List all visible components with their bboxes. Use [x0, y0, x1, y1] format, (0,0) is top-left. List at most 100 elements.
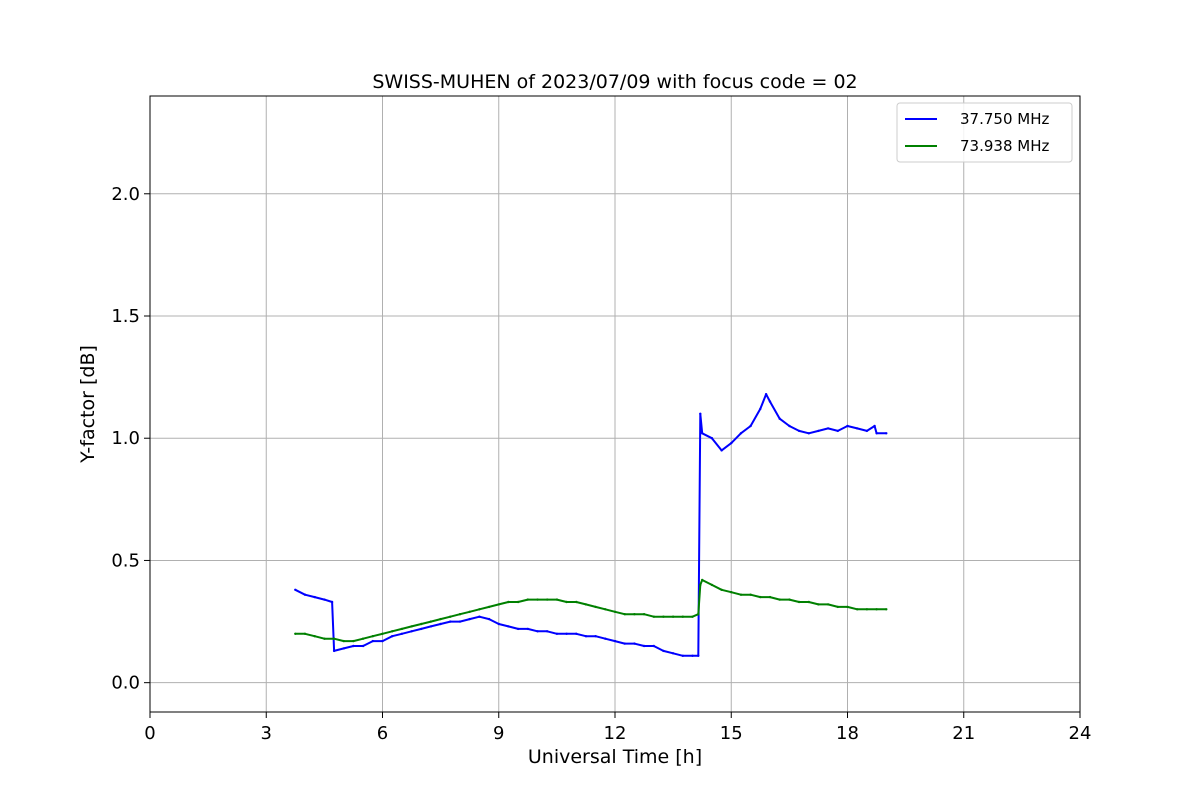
x-tick-label: 24	[1069, 723, 1092, 744]
x-tick-label: 12	[604, 723, 627, 744]
data-point	[885, 432, 888, 435]
data-point	[710, 583, 714, 587]
data-point	[439, 622, 442, 626]
data-point	[420, 627, 423, 631]
data-point	[410, 630, 413, 633]
data-point	[313, 635, 316, 638]
data-point	[642, 613, 646, 616]
data-point	[681, 615, 684, 618]
data-point	[323, 598, 326, 601]
y-tick-label: 0.5	[111, 550, 140, 571]
data-point	[497, 622, 500, 626]
data-point	[458, 620, 462, 623]
data-point	[584, 635, 588, 638]
ticks: 0 3 6 9 12 15 18 21 24 0.0 0.5 1.0 1.5 2.0	[111, 184, 1091, 744]
data-point	[768, 595, 772, 599]
data-point	[371, 635, 374, 638]
data-point	[856, 427, 859, 430]
data-point	[671, 615, 675, 618]
data-point	[584, 603, 588, 606]
series-line-2	[295, 579, 887, 643]
data-point	[697, 654, 700, 657]
data-point	[749, 424, 752, 428]
data-point	[478, 615, 481, 618]
data-point	[342, 639, 345, 643]
data-point	[623, 613, 626, 616]
data-point	[691, 615, 694, 618]
data-point	[836, 605, 839, 609]
data-point	[468, 617, 471, 621]
data-point	[613, 610, 617, 613]
data-point	[391, 630, 394, 633]
data-point	[594, 605, 597, 609]
data-point	[313, 595, 316, 599]
data-point	[332, 637, 336, 640]
data-point	[759, 595, 762, 599]
data-point	[826, 427, 830, 430]
data-point	[613, 639, 617, 643]
data-point	[478, 608, 481, 611]
data-point	[730, 441, 733, 445]
data-point	[410, 625, 413, 628]
data-point	[652, 644, 655, 648]
data-point	[764, 393, 768, 396]
data-point	[652, 615, 655, 618]
data-point	[294, 632, 297, 635]
data-point	[594, 635, 597, 638]
data-point	[739, 593, 743, 596]
y-tick-label: 0.0	[111, 673, 140, 694]
legend-box	[896, 102, 1073, 163]
data-point	[303, 593, 307, 596]
data-point	[458, 613, 462, 616]
data-point	[697, 613, 700, 616]
data-point	[449, 615, 452, 618]
data-point	[768, 400, 772, 403]
data-point	[439, 617, 442, 621]
data-point	[565, 600, 568, 604]
data-point	[826, 603, 830, 606]
data-point	[429, 620, 433, 623]
y-tick-label: 1.0	[111, 428, 140, 449]
data-point	[720, 588, 723, 591]
data-point	[885, 608, 888, 611]
data-point	[807, 600, 810, 604]
data-point	[875, 432, 878, 435]
data-point	[759, 407, 762, 411]
data-point	[507, 625, 510, 628]
data-point	[797, 429, 801, 433]
data-point	[865, 429, 869, 433]
data-point	[575, 600, 578, 604]
data-point	[817, 603, 820, 606]
y-tick-label: 2.0	[111, 184, 140, 205]
data-point	[303, 632, 307, 635]
data-point	[699, 583, 702, 587]
data-point	[546, 630, 549, 633]
data-point	[699, 412, 702, 415]
x-tick-label: 3	[261, 723, 272, 744]
data-point	[332, 649, 336, 653]
data-point	[701, 432, 704, 435]
data-point	[516, 627, 520, 631]
data-point	[381, 639, 384, 643]
data-point	[565, 632, 568, 635]
data-point	[330, 600, 334, 604]
data-point	[497, 603, 500, 606]
data-point	[361, 637, 365, 640]
data-point	[507, 600, 510, 604]
data-point	[536, 630, 539, 633]
data-point	[691, 654, 694, 657]
x-tick-label: 0	[144, 723, 155, 744]
data-point	[604, 608, 607, 611]
data-point	[788, 424, 791, 428]
data-point	[710, 437, 714, 440]
data-point	[555, 598, 559, 601]
data-point	[865, 608, 869, 611]
data-point	[381, 632, 384, 635]
data-point	[536, 598, 539, 601]
data-point	[749, 593, 752, 596]
data-point	[642, 644, 646, 648]
data-point	[516, 600, 520, 604]
series-layer	[294, 393, 888, 657]
data-point	[604, 637, 607, 640]
